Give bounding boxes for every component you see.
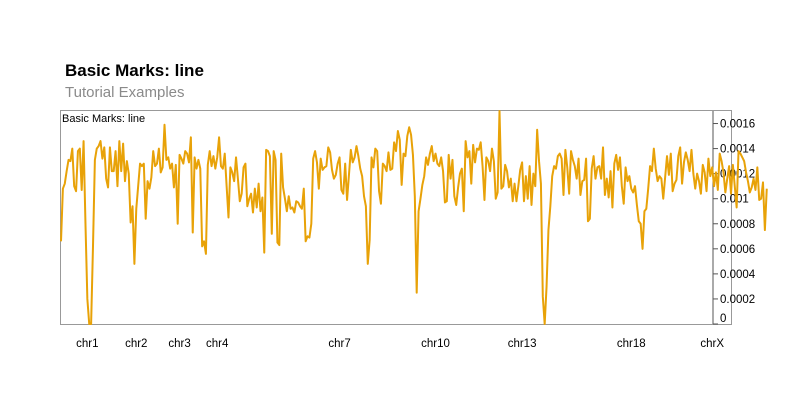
x-tick-label: chr1	[76, 338, 98, 350]
plot-frame	[60, 110, 732, 325]
chart-subtitle: Tutorial Examples	[65, 84, 185, 101]
x-tick-label: chr4	[206, 338, 229, 350]
y-tick-label: 0.0004	[720, 269, 756, 281]
chart-title: Basic Marks: line	[65, 61, 204, 80]
x-tick-label: chrX	[700, 338, 724, 350]
x-tick-label: chr2	[125, 338, 147, 350]
y-tick-label: 0.0002	[720, 294, 755, 306]
track-label: Basic Marks: line	[62, 113, 145, 125]
series-line	[60, 110, 768, 325]
x-tick-label: chr13	[508, 338, 537, 350]
y-tick-label: 0.0006	[720, 244, 755, 256]
y-tick-label: 0	[720, 313, 726, 325]
y-tick-label: 0.0008	[720, 219, 755, 231]
y-axis: 00.00020.00040.00060.00080.0010.00120.00…	[712, 111, 756, 325]
x-tick-label: chr3	[168, 338, 190, 350]
y-tick-label: 0.0016	[720, 119, 755, 131]
x-axis: chr1 chr2 chr3 chr4 chr7 chr10 chr13 chr18 chrX	[76, 338, 724, 350]
series-layer	[60, 110, 768, 325]
x-tick-label: chr7	[328, 338, 350, 350]
y-tick-label: 0.001	[720, 194, 749, 206]
y-tick-label: 0.0014	[720, 144, 756, 156]
x-tick-label: chr18	[617, 338, 646, 350]
x-tick-label: chr10	[421, 338, 450, 350]
